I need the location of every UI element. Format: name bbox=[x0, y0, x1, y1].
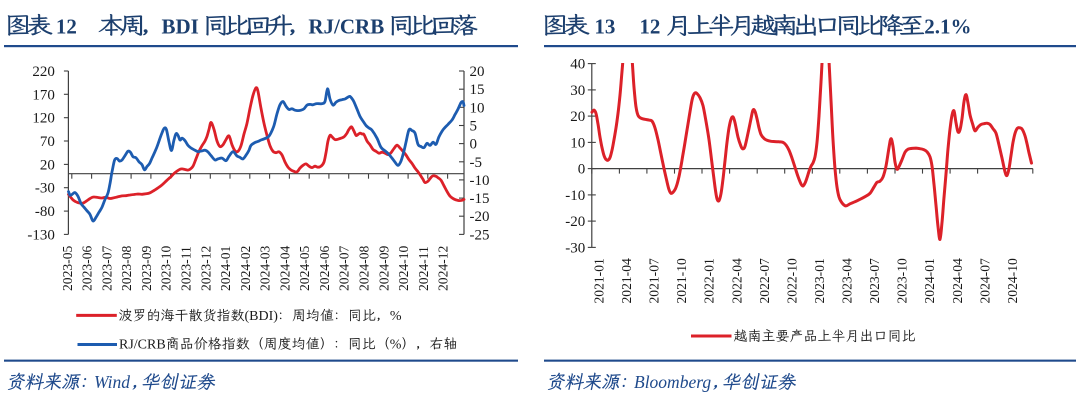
svg-text:5: 5 bbox=[470, 119, 478, 135]
svg-text:15: 15 bbox=[470, 82, 485, 98]
svg-text:2023-04: 2023-04 bbox=[840, 258, 855, 304]
svg-text:2.1%: 2.1% bbox=[924, 14, 971, 38]
svg-text:2024-08: 2024-08 bbox=[357, 245, 372, 291]
svg-text:2024-12: 2024-12 bbox=[436, 245, 451, 291]
svg-text:2024-01: 2024-01 bbox=[218, 246, 233, 291]
svg-text:2023-10: 2023-10 bbox=[895, 258, 910, 304]
svg-text:10: 10 bbox=[470, 100, 485, 116]
svg-text:2023-01: 2023-01 bbox=[812, 258, 827, 303]
svg-text:BDI: BDI bbox=[162, 14, 199, 38]
svg-text:2022-07: 2022-07 bbox=[757, 258, 772, 304]
svg-text:-20: -20 bbox=[565, 214, 585, 230]
svg-text:120: 120 bbox=[32, 111, 55, 127]
svg-text:2022-04: 2022-04 bbox=[729, 258, 744, 304]
svg-text:20: 20 bbox=[40, 157, 55, 173]
svg-text:2023-07: 2023-07 bbox=[99, 245, 114, 291]
svg-text:2023-11: 2023-11 bbox=[179, 246, 194, 291]
svg-text:2023-06: 2023-06 bbox=[80, 245, 95, 291]
svg-text:12: 12 bbox=[639, 14, 660, 38]
svg-text:2024-07: 2024-07 bbox=[977, 258, 992, 304]
svg-text:220: 220 bbox=[32, 64, 55, 80]
svg-text:RJ/CRB: RJ/CRB bbox=[119, 337, 166, 352]
svg-text:2023-07: 2023-07 bbox=[867, 258, 882, 304]
svg-text:2024-04: 2024-04 bbox=[277, 245, 292, 291]
svg-text:-130: -130 bbox=[27, 227, 55, 243]
svg-text:2021-07: 2021-07 bbox=[647, 258, 662, 304]
svg-text:2022-01: 2022-01 bbox=[702, 258, 717, 303]
svg-text:2024-02: 2024-02 bbox=[238, 245, 253, 291]
svg-text:2023-09: 2023-09 bbox=[139, 245, 154, 291]
svg-text:-20: -20 bbox=[470, 209, 490, 225]
svg-text:2024-11: 2024-11 bbox=[416, 246, 431, 291]
svg-text:2024-01: 2024-01 bbox=[922, 258, 937, 303]
svg-text:10: 10 bbox=[570, 135, 585, 151]
svg-text:%: % bbox=[390, 337, 402, 352]
svg-text:70: 70 bbox=[40, 134, 55, 150]
svg-text:2024-04: 2024-04 bbox=[950, 258, 965, 304]
svg-text:2023-12: 2023-12 bbox=[198, 245, 213, 291]
svg-text:0: 0 bbox=[470, 137, 478, 153]
svg-text:-30: -30 bbox=[35, 181, 55, 197]
svg-text:40: 40 bbox=[570, 57, 585, 73]
svg-text:Wind: Wind bbox=[94, 372, 130, 392]
svg-text:2024-05: 2024-05 bbox=[297, 245, 312, 291]
svg-text:2021-04: 2021-04 bbox=[619, 258, 634, 304]
svg-text:2024-03: 2024-03 bbox=[258, 245, 273, 291]
svg-text:-25: -25 bbox=[470, 227, 490, 243]
svg-text:2024-06: 2024-06 bbox=[317, 245, 332, 291]
svg-text:2023-10: 2023-10 bbox=[159, 245, 174, 291]
svg-text:2024-09: 2024-09 bbox=[376, 245, 391, 291]
svg-text:%: % bbox=[390, 309, 402, 324]
svg-text:12: 12 bbox=[56, 14, 77, 38]
svg-text:2021-10: 2021-10 bbox=[674, 258, 689, 304]
svg-text:170: 170 bbox=[32, 87, 55, 103]
svg-text:-5: -5 bbox=[470, 155, 483, 171]
svg-text:2021-01: 2021-01 bbox=[592, 258, 607, 303]
svg-text:2024-10: 2024-10 bbox=[1005, 258, 1020, 304]
svg-text:2022-10: 2022-10 bbox=[784, 258, 799, 304]
svg-text:2023-08: 2023-08 bbox=[119, 245, 134, 291]
svg-text:-10: -10 bbox=[565, 188, 585, 204]
svg-text:-10: -10 bbox=[470, 173, 490, 189]
svg-text:-15: -15 bbox=[470, 191, 490, 207]
svg-text:13: 13 bbox=[594, 14, 615, 38]
svg-text:2024-07: 2024-07 bbox=[337, 245, 352, 291]
svg-text:(BDI): (BDI) bbox=[245, 309, 279, 324]
svg-text:2024-10: 2024-10 bbox=[396, 245, 411, 291]
svg-text:2023-05: 2023-05 bbox=[60, 245, 75, 291]
svg-text:30: 30 bbox=[570, 83, 585, 99]
svg-text:-80: -80 bbox=[35, 204, 55, 220]
svg-text:Bloomberg: Bloomberg bbox=[634, 372, 711, 392]
svg-text:-30: -30 bbox=[565, 240, 585, 256]
svg-text:20: 20 bbox=[570, 109, 585, 125]
svg-text:RJ/CRB: RJ/CRB bbox=[308, 14, 384, 38]
svg-text:0: 0 bbox=[578, 162, 586, 178]
svg-text:20: 20 bbox=[470, 64, 485, 80]
